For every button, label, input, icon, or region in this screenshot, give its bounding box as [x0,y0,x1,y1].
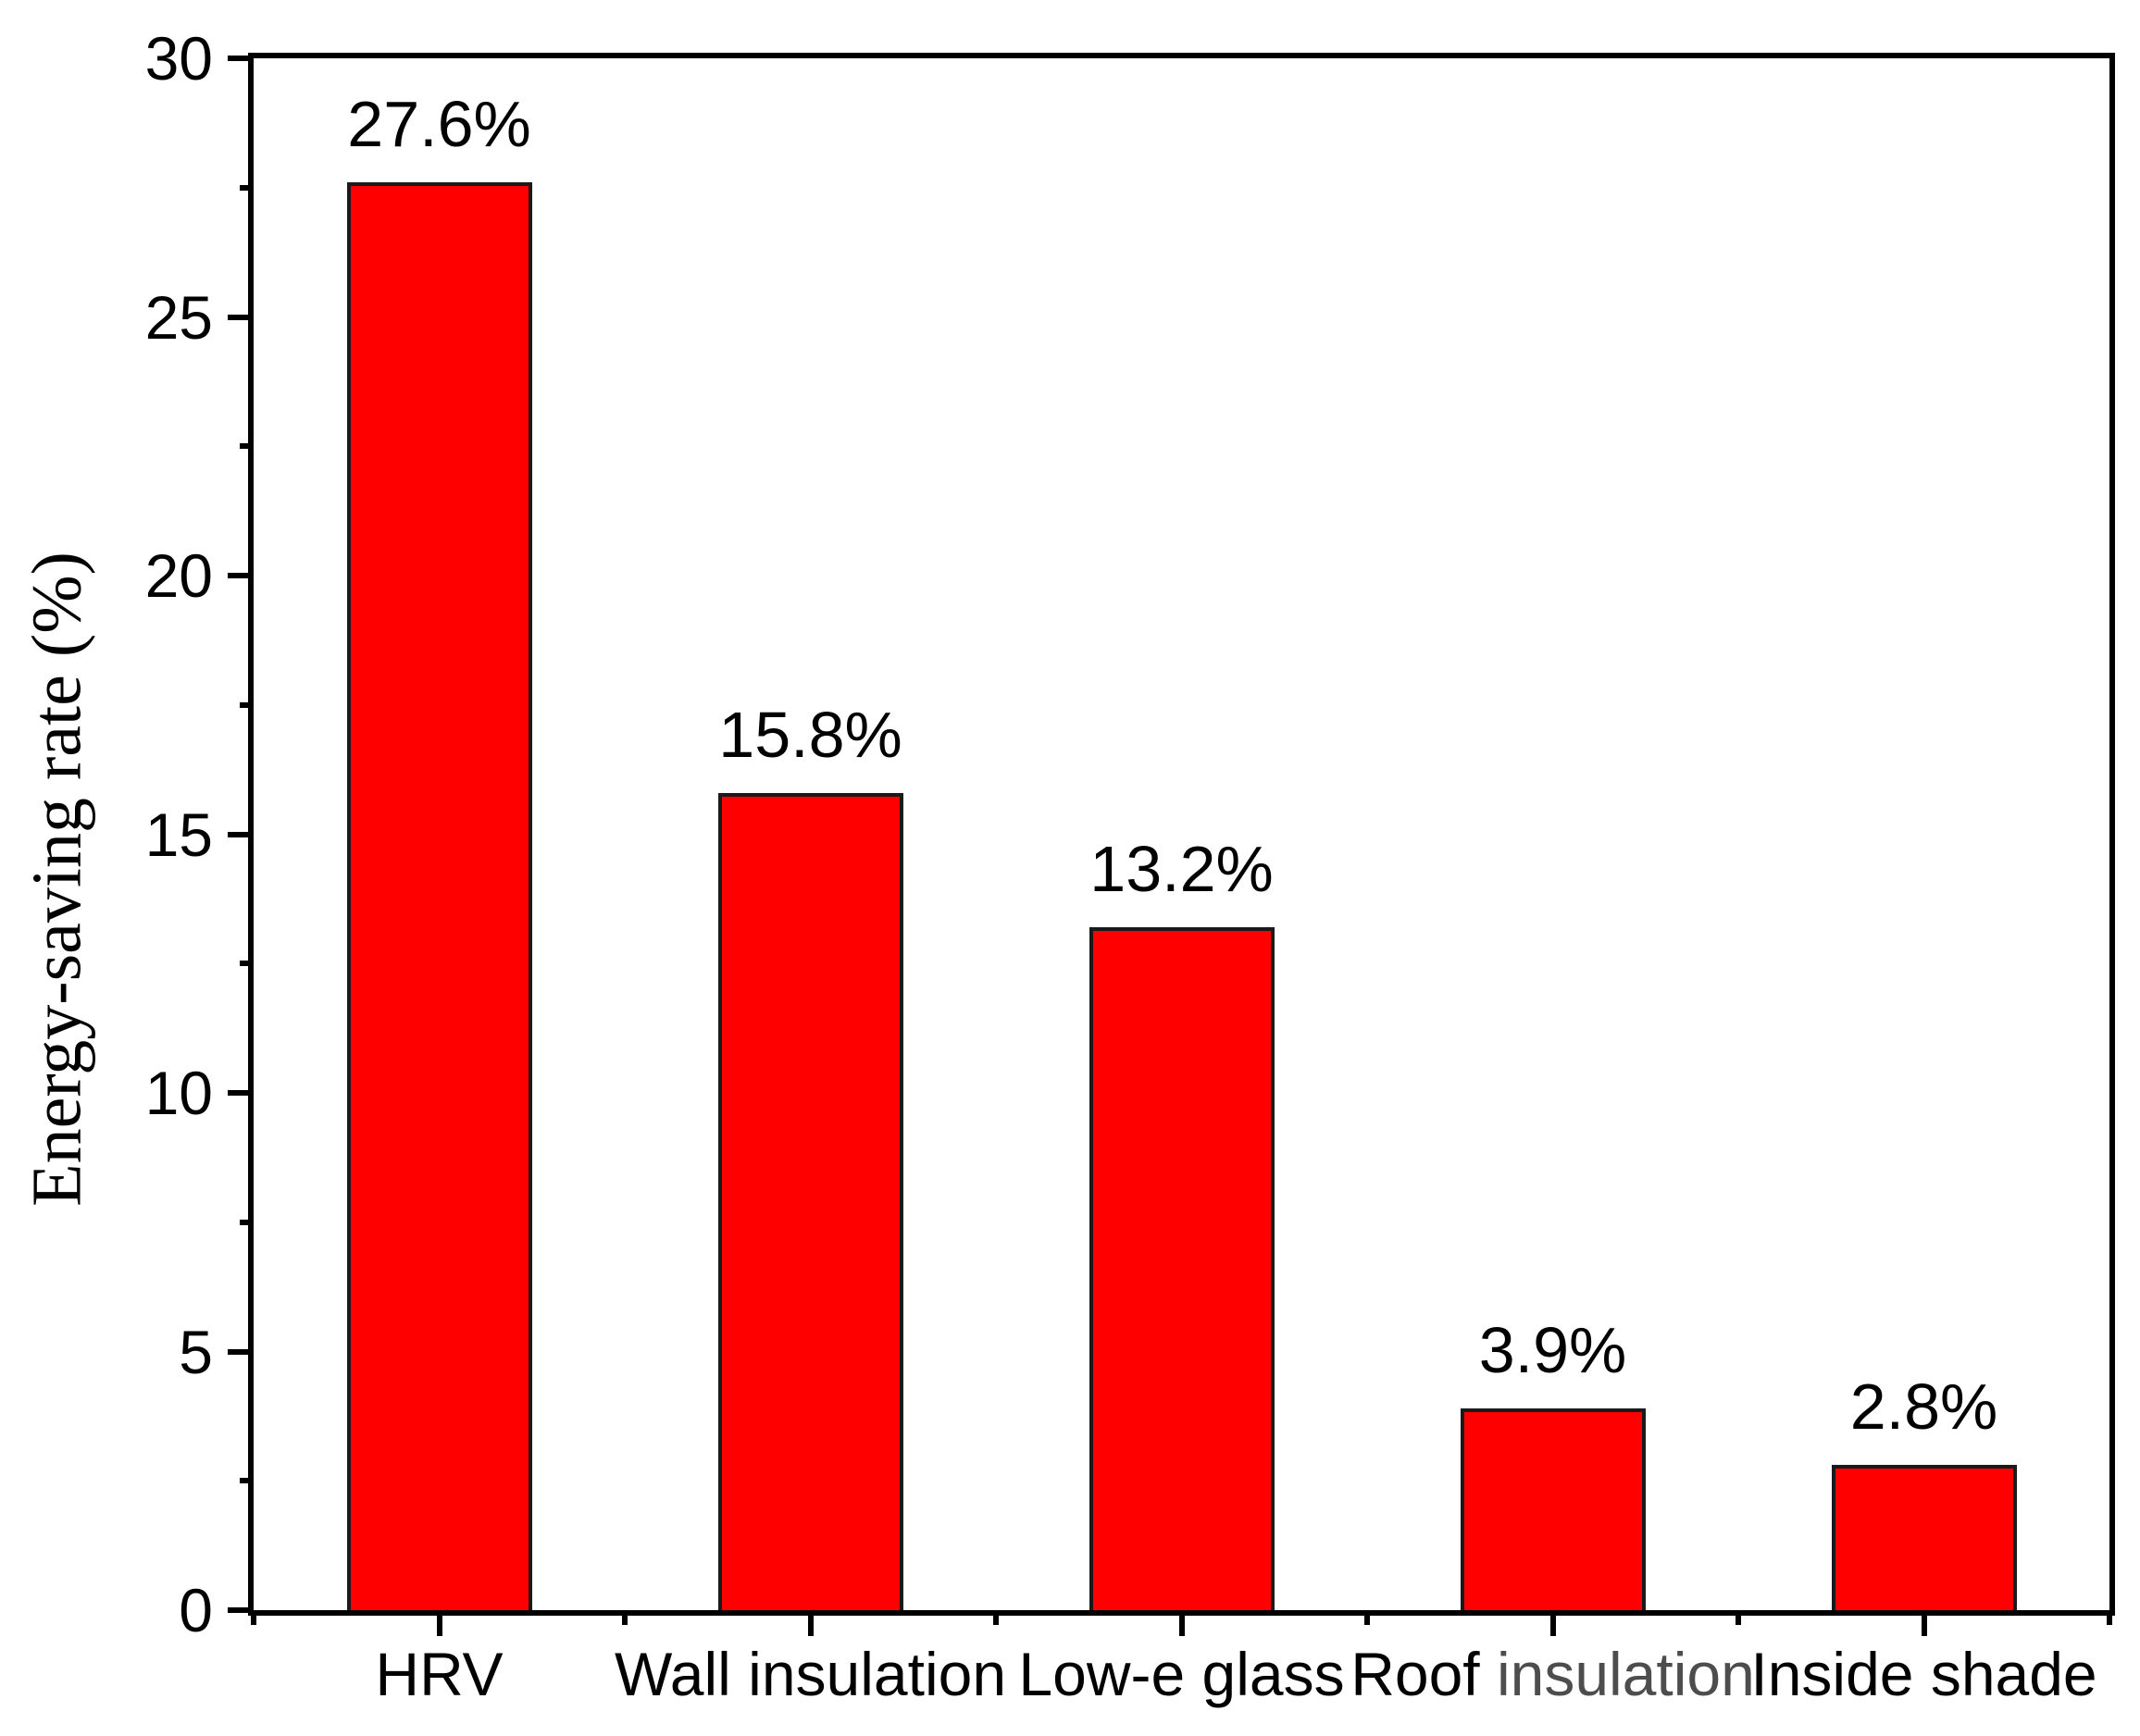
bar-value-label-low-e-glass: 13.2% [1089,833,1274,906]
x-minor-tick [622,1610,628,1625]
category-label-text: HRV [375,1640,504,1708]
bar-value-label-hrv: 27.6% [347,88,531,161]
category-label-text: Roof [1350,1640,1497,1708]
x-minor-tick [251,1610,256,1625]
category-label-text: Inside shade [1750,1640,2097,1708]
bar-value-label-inside-shade: 2.8% [1849,1370,1998,1444]
y-tick-label-30: 30 [144,24,213,93]
y-tick-label-20: 20 [144,541,213,611]
y-major-tick-20 [228,573,254,579]
bar-roof-insulation [1460,1408,1646,1610]
x-minor-tick [2107,1610,2112,1625]
category-label-text: insulation [1496,1640,1755,1708]
y-tick-label-15: 15 [144,800,213,869]
x-minor-tick [1736,1610,1741,1625]
y-minor-tick [240,701,254,708]
y-major-tick-5 [228,1348,254,1355]
y-major-tick-10 [228,1090,254,1097]
x-major-tick-hrv [436,1610,442,1636]
plot-area: 0 5 10 15 20 25 30 27.6% HRV 15.8% Wall insulation… [145,28,2115,1705]
x-major-tick-low-e-glass [1178,1610,1185,1636]
category-label-text: Low-e glass [1018,1640,1345,1708]
y-tick-label-0: 0 [179,1576,213,1644]
y-major-tick-0 [228,1607,254,1613]
y-tick-label-25: 25 [144,282,213,352]
category-label-low-e-glass: Low-e glass [1018,1643,1344,1705]
bar-low-e-glass [1089,927,1275,1610]
y-major-tick-30 [228,56,254,61]
y-axis-title: Energy-saving rate (%) [18,552,96,1207]
bar-value-label-wall-insulation: 15.8% [718,698,902,771]
bar-inside-shade [1831,1465,2017,1610]
x-major-tick-roof-insulation [1549,1610,1556,1636]
category-label-wall-insulation: Wall insulation [615,1643,1006,1705]
y-tick-label-10: 10 [144,1059,213,1128]
y-minor-tick [240,443,254,450]
category-label-roof-insulation: Roof insulation [1350,1643,1755,1705]
category-label-inside-shade: Inside shade [1750,1643,2096,1705]
bar-wall-insulation [717,792,903,1610]
x-minor-tick [1364,1610,1370,1625]
bar-value-label-roof-insulation: 3.9% [1478,1314,1627,1386]
bar-hrv [346,182,532,1610]
y-minor-tick [240,184,254,191]
y-minor-tick [240,1219,254,1225]
y-major-tick-15 [228,831,254,837]
y-tick-label-5: 5 [179,1317,213,1386]
y-minor-tick [240,961,254,967]
category-label-text: Wall insulation [614,1640,1007,1708]
category-label-hrv: HRV [375,1643,503,1705]
x-major-tick-wall-insulation [807,1610,814,1636]
y-major-tick-25 [228,314,254,320]
x-minor-tick [993,1610,999,1625]
x-major-tick-inside-shade [1921,1610,1927,1636]
y-minor-tick [240,1478,254,1484]
